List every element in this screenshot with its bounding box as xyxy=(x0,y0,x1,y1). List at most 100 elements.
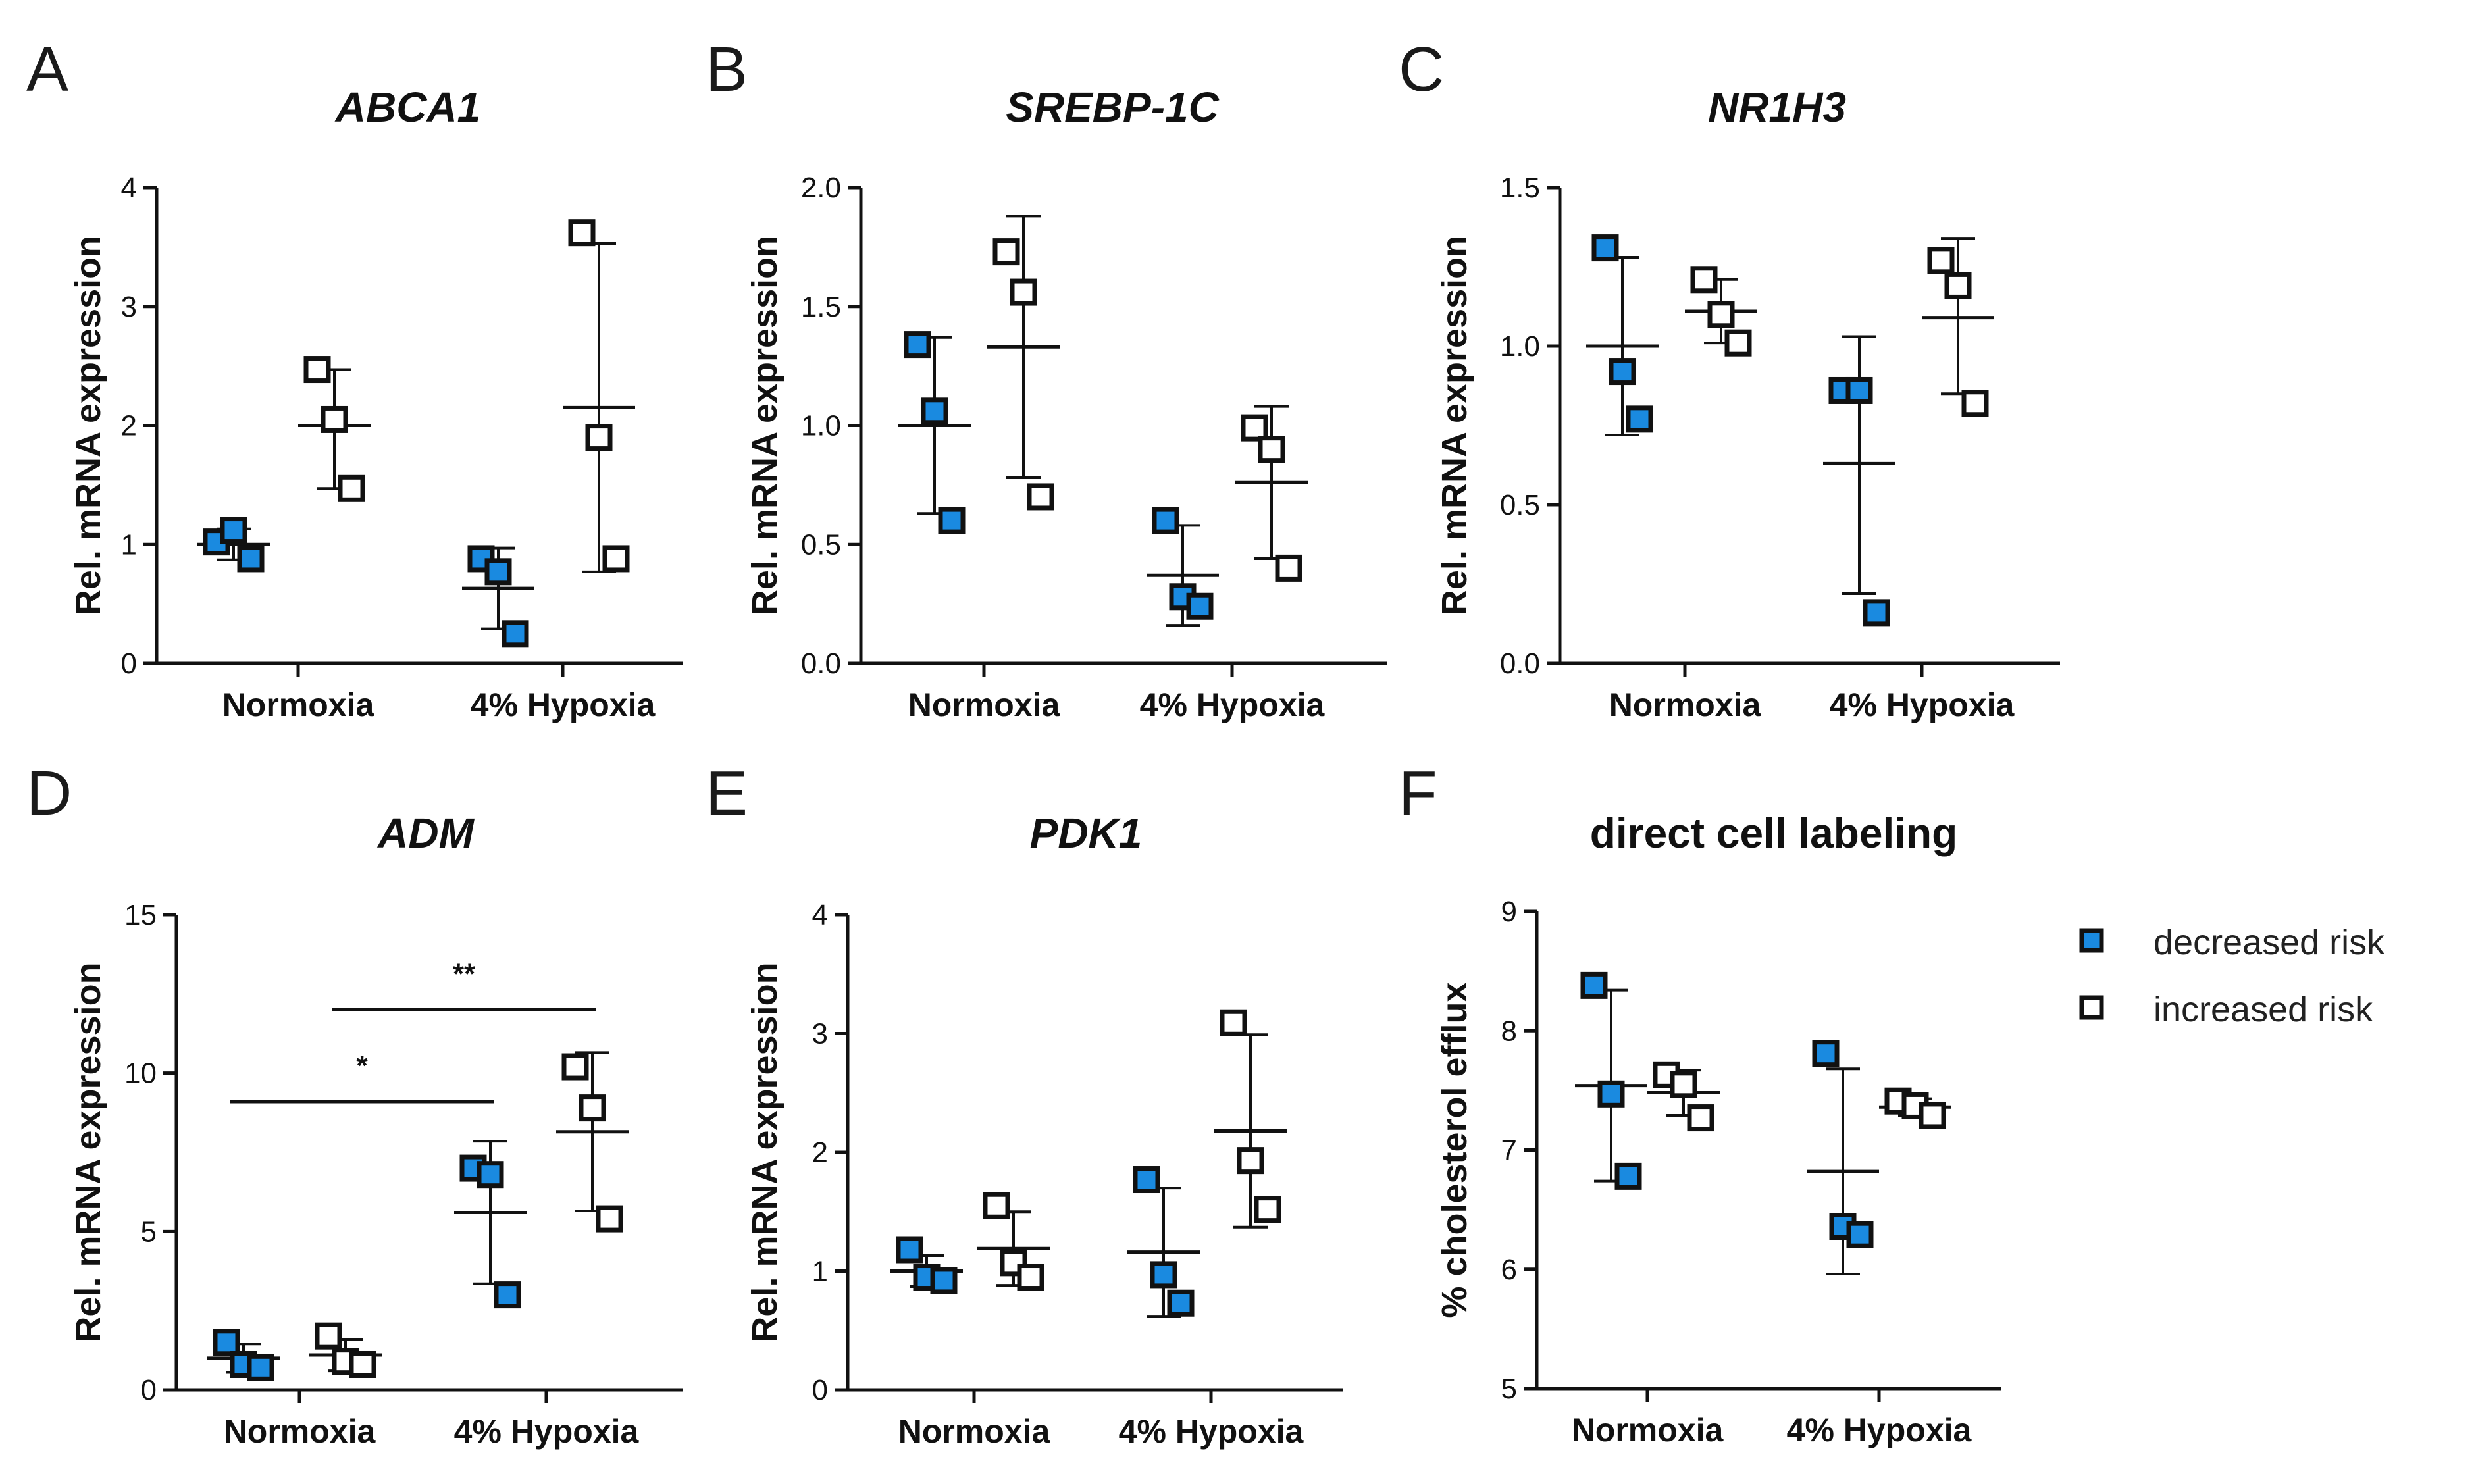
legend-marker-decreased-risk xyxy=(2079,928,2104,953)
data-point-increased-risk xyxy=(1275,554,1302,582)
panel-letter: A xyxy=(26,34,68,105)
data-point-increased-risk xyxy=(992,238,1020,266)
panel-title: NR1H3 xyxy=(1708,84,1846,131)
data-point-decreased-risk xyxy=(484,558,512,586)
data-point-increased-risk xyxy=(303,356,331,384)
y-tick-label: 2.0 xyxy=(801,172,841,204)
data-point-decreased-risk xyxy=(237,545,265,573)
panel-letter: B xyxy=(706,34,748,105)
data-point-increased-risk xyxy=(983,1192,1010,1219)
y-tick-label: 10 xyxy=(124,1058,157,1090)
data-point-increased-risk xyxy=(1707,301,1735,328)
y-tick-label: 0.0 xyxy=(801,648,841,680)
panel-letter: C xyxy=(1399,34,1444,105)
y-tick-label: 1.5 xyxy=(1500,172,1540,204)
data-point-increased-risk xyxy=(1687,1104,1714,1132)
data-point-increased-risk xyxy=(1927,247,1955,274)
y-axis-title: Rel. mRNA expression xyxy=(68,236,108,615)
data-point-decreased-risk xyxy=(494,1281,521,1309)
y-tick-label: 8 xyxy=(1501,1015,1517,1047)
y-tick-label: 2 xyxy=(121,410,137,442)
data-point-increased-risk xyxy=(1237,1147,1264,1175)
data-point-increased-risk xyxy=(568,219,596,247)
data-point-decreased-risk xyxy=(477,1161,504,1189)
y-tick-label: 0 xyxy=(121,648,137,680)
data-point-decreased-risk xyxy=(904,331,931,359)
y-tick-label: 5 xyxy=(1501,1373,1517,1405)
significance-label: ** xyxy=(453,958,476,990)
category-label: Normoxia xyxy=(908,686,1061,723)
data-point-decreased-risk xyxy=(247,1354,274,1381)
data-point-increased-risk xyxy=(321,405,348,433)
category-label: Normoxia xyxy=(1609,686,1762,723)
data-point-decreased-risk xyxy=(921,397,948,425)
data-point-increased-risk xyxy=(1220,1009,1247,1036)
y-axis-title: Rel. mRNA expression xyxy=(745,236,785,615)
data-point-decreased-risk xyxy=(930,1267,958,1294)
panel-letter: F xyxy=(1399,758,1437,829)
panel-c: C NR1H3 0.0 0.5 1.0 1.5 Normoxia 4% Hypoxia Rel.… xyxy=(1399,34,2060,723)
data-point-decreased-risk xyxy=(502,620,529,648)
data-point-increased-risk xyxy=(349,1350,376,1378)
data-point-increased-risk xyxy=(1961,390,1989,417)
data-point-decreased-risk xyxy=(220,517,247,544)
data-point-increased-risk xyxy=(1919,1102,1946,1129)
data-point-increased-risk xyxy=(1670,1071,1697,1098)
data-point-decreased-risk xyxy=(1580,971,1608,999)
y-tick-label: 3 xyxy=(121,291,137,323)
data-point-decreased-risk xyxy=(1150,1261,1177,1289)
panel-b: B SREBP-1C 0.0 0.5 1.0 1.5 2.0 Normoxia 4% Hypox… xyxy=(706,34,1387,723)
data-point-increased-risk xyxy=(1027,483,1054,511)
y-tick-label: 1 xyxy=(812,1256,828,1288)
data-point-decreased-risk xyxy=(896,1236,923,1264)
data-point-decreased-risk xyxy=(1863,599,1890,627)
y-axis-title: Rel. mRNA expression xyxy=(1435,236,1474,615)
category-label: 4% Hypoxia xyxy=(1119,1413,1304,1450)
y-axis-title: Rel. mRNA expression xyxy=(745,962,785,1342)
data-point-increased-risk xyxy=(1258,436,1285,463)
y-tick-label: 2 xyxy=(812,1137,828,1169)
y-tick-label: 0.5 xyxy=(801,528,841,561)
y-tick-label: 1.5 xyxy=(801,291,841,323)
category-label: 4% Hypoxia xyxy=(1830,686,2015,723)
panel-letter: D xyxy=(26,758,72,829)
data-point-decreased-risk xyxy=(1846,1221,1874,1248)
data-point-decreased-risk xyxy=(1614,1162,1642,1190)
y-tick-label: 3 xyxy=(812,1018,828,1050)
data-point-decreased-risk xyxy=(213,1329,240,1356)
category-label: Normoxia xyxy=(224,1413,376,1450)
y-axis-title: % cholesterol efflux xyxy=(1435,982,1474,1318)
data-point-decreased-risk xyxy=(1167,1289,1195,1317)
data-point-decreased-risk xyxy=(1152,507,1179,534)
data-point-decreased-risk xyxy=(1591,234,1619,262)
significance-label: * xyxy=(356,1050,368,1082)
data-point-decreased-risk xyxy=(1597,1080,1625,1108)
data-point-increased-risk xyxy=(1010,278,1037,306)
data-point-increased-risk xyxy=(602,545,630,573)
y-axis-title: Rel. mRNA expression xyxy=(68,962,108,1342)
data-point-decreased-risk xyxy=(1626,405,1653,433)
panel-title: ADM xyxy=(376,809,475,857)
panel-title: direct cell labeling xyxy=(1590,809,1957,857)
panel-title: PDK1 xyxy=(1030,809,1143,857)
data-point-increased-risk xyxy=(1254,1196,1281,1223)
panel-e: E PDK1 0 1 2 3 4 Normoxia 4% Hypoxia Rel. mRNA ex… xyxy=(706,758,1343,1450)
category-label: 4% Hypoxia xyxy=(1140,686,1326,723)
data-point-increased-risk xyxy=(1017,1264,1044,1291)
y-tick-label: 5 xyxy=(141,1215,157,1248)
y-tick-label: 1.0 xyxy=(1500,330,1540,363)
data-point-decreased-risk xyxy=(1609,358,1636,386)
legend-label-increased-risk: increased risk xyxy=(2153,990,2373,1029)
y-tick-label: 4 xyxy=(812,899,828,931)
y-tick-label: 0.5 xyxy=(1500,489,1540,521)
panel-title: SREBP-1C xyxy=(1006,84,1219,131)
panel-d: D ADM 0 5 10 15 Normoxia 4% Hypoxia Rel. mRNA ex… xyxy=(26,758,683,1450)
category-label: 4% Hypoxia xyxy=(471,686,656,723)
data-point-increased-risk xyxy=(1690,266,1718,294)
y-tick-label: 0 xyxy=(812,1374,828,1406)
data-point-decreased-risk xyxy=(1812,1040,1840,1067)
y-tick-label: 0.0 xyxy=(1500,648,1540,680)
category-label: Normoxia xyxy=(1572,1412,1724,1448)
